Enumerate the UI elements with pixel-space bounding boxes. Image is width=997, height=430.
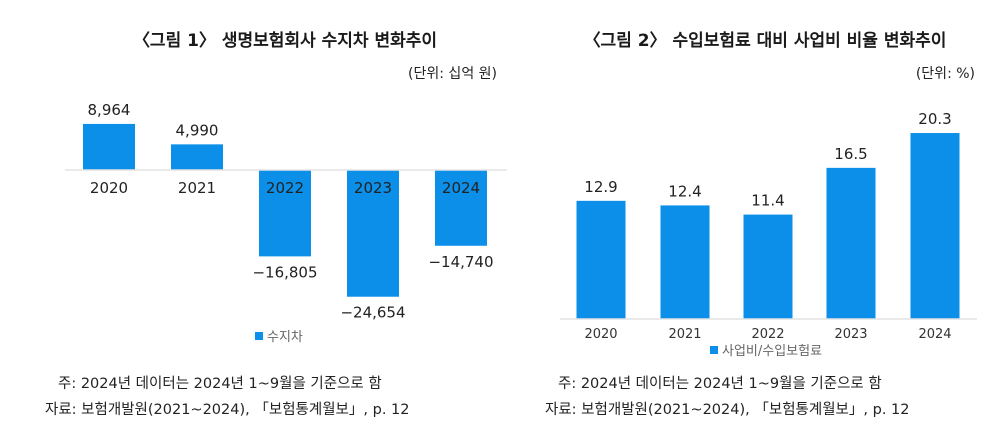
bar-2023 bbox=[826, 167, 876, 319]
legend-swatch bbox=[255, 332, 263, 340]
x-tick-label: 2024 bbox=[918, 327, 951, 342]
data-label: 11.4 bbox=[751, 192, 784, 210]
data-label: −24,654 bbox=[340, 304, 405, 322]
x-tick-label: 2022 bbox=[266, 179, 304, 197]
chart-title: 〈그림 2〉 수입보험료 대비 사업비 비율 변화추이 bbox=[584, 30, 947, 51]
bar-2021 bbox=[171, 144, 223, 170]
bar-2023 bbox=[347, 170, 399, 297]
data-label: −16,805 bbox=[252, 263, 317, 281]
data-label: 16.5 bbox=[834, 145, 867, 163]
legend-label: 사업비/수입보험료 bbox=[722, 344, 822, 359]
data-label: −14,740 bbox=[428, 253, 493, 271]
legend-label: 수지차 bbox=[267, 330, 303, 345]
bar-2024 bbox=[910, 133, 960, 319]
data-label: 20.3 bbox=[918, 110, 951, 128]
chart-title: 〈그림 1〉 생명보험회사 수지차 변화추이 bbox=[133, 30, 437, 51]
bar-2024 bbox=[435, 170, 487, 246]
x-tick-label: 2023 bbox=[354, 179, 392, 197]
source-text: 자료: 보험개발원(2021~2024), 「보험통계월보」, p. 12 bbox=[45, 401, 410, 418]
note-text: 주: 2024년 데이터는 2024년 1~9월을 기준으로 함 bbox=[58, 375, 382, 392]
legend-swatch bbox=[710, 346, 718, 354]
x-tick-label: 2024 bbox=[442, 179, 480, 197]
x-tick-label: 2020 bbox=[90, 179, 128, 197]
note-text: 주: 2024년 데이터는 2024년 1~9월을 기준으로 함 bbox=[558, 375, 882, 392]
data-label: 4,990 bbox=[176, 121, 219, 139]
x-tick-label: 2020 bbox=[584, 327, 617, 342]
data-label: 12.9 bbox=[584, 178, 617, 196]
data-label: 8,964 bbox=[88, 101, 131, 119]
bar-2020 bbox=[83, 123, 135, 170]
bar-2022 bbox=[259, 170, 311, 257]
source-text: 자료: 보험개발원(2021~2024), 「보험통계월보」, p. 12 bbox=[545, 401, 910, 418]
x-tick-label: 2023 bbox=[834, 327, 867, 342]
data-label: 12.4 bbox=[668, 182, 701, 200]
x-tick-label: 2021 bbox=[178, 179, 216, 197]
x-tick-label: 2022 bbox=[751, 327, 784, 342]
x-tick-label: 2021 bbox=[668, 327, 701, 342]
bar-2022 bbox=[743, 214, 793, 319]
unit-label: (단위: %) bbox=[916, 66, 975, 82]
bar-2021 bbox=[660, 205, 710, 319]
unit-label: (단위: 십억 원) bbox=[408, 66, 497, 82]
bar-2020 bbox=[576, 200, 626, 319]
